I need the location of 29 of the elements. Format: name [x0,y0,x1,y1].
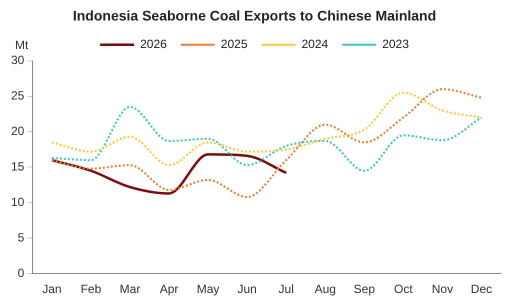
y-tick-label: 30 [10,53,25,68]
y-tick-label: 10 [10,194,25,209]
line-series [50,92,482,166]
x-tick-label: Feb [80,282,102,296]
y-tick-label: 25 [10,88,25,103]
y-tick-label: 20 [10,124,25,138]
x-tick-label: Jun [237,282,257,296]
y-tick-label: 0 [18,266,25,280]
x-tick-label: Nov [432,282,454,296]
legend-label: 2023 [382,37,410,52]
x-tick-label: May [196,282,220,296]
x-tick-label: Apr [160,282,178,296]
chart-title: Indonesia Seaborne Coal Exports to Chinese Mainland [72,7,436,24]
line-series [50,106,482,172]
line-series [50,88,482,198]
legend-label: 2024 [302,37,329,52]
legend-label: 2025 [220,37,248,52]
legend-label: 2026 [140,37,168,52]
y-tick-label: 5 [18,230,25,244]
y-axis-title: Mt [15,38,29,52]
x-tick-label: Mar [120,282,140,296]
x-tick-label: Aug [314,282,336,296]
y-tick-label: 15 [10,160,25,174]
x-tick-label: Dec [470,282,492,296]
x-tick-label: Oct [394,282,414,296]
x-tick-label: Sep [354,282,376,296]
line-series [50,153,288,195]
x-tick-label: Jul [278,282,294,296]
x-tick-label: Jan [42,282,62,296]
